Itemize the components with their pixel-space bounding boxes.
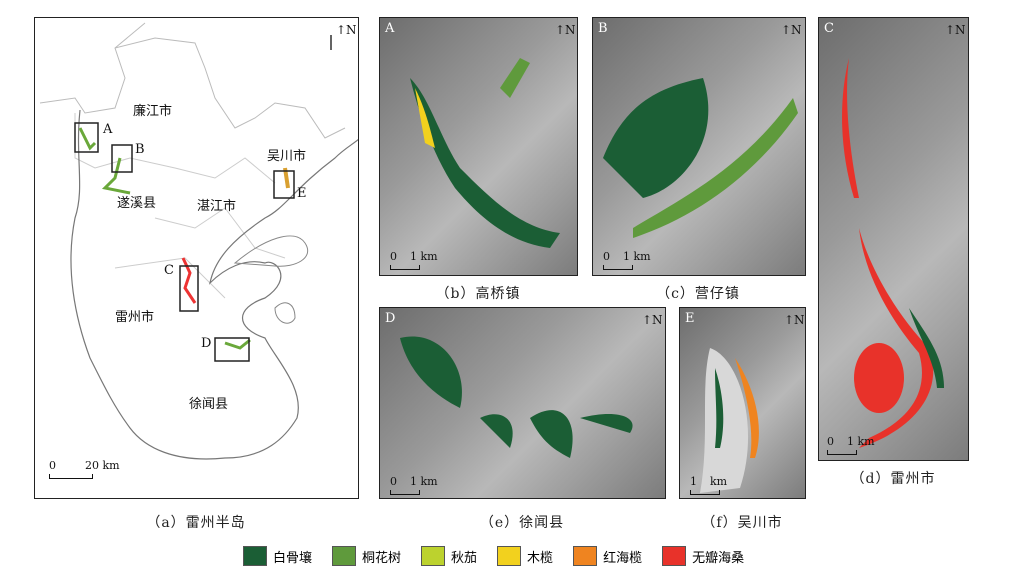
- region-label: 雷州市: [115, 310, 155, 325]
- north-arrow: ↑N: [784, 313, 805, 327]
- legend-swatch: [497, 546, 522, 566]
- scale-bar: 1 km: [690, 475, 727, 495]
- scale-end: 20 km: [85, 459, 120, 472]
- legend-swatch: [243, 546, 267, 566]
- region-label: 吴川市: [267, 149, 307, 164]
- caption-e: （e）徐闻县: [479, 515, 565, 531]
- legend-item: 木榄: [497, 546, 553, 566]
- legend-swatch: [421, 546, 446, 566]
- box-label: A: [103, 122, 113, 137]
- caption-d: （d）雷州市: [850, 471, 936, 487]
- legend-swatch: [332, 546, 357, 566]
- region-label: 遂溪县: [117, 196, 157, 211]
- box-label: C: [164, 263, 174, 278]
- north-arrow: ↑N: [781, 23, 802, 37]
- overview-map: 廉江市 遂溪县 湛江市 吴川市 雷州市 徐闻县 A B C D E ↑N 0 2…: [34, 17, 359, 499]
- region-label: 廉江市: [133, 104, 173, 119]
- scale-bar: 0 20 km: [49, 459, 120, 479]
- box-d: [214, 337, 250, 362]
- caption-c: （c）营仔镇: [656, 286, 740, 302]
- legend-swatch: [573, 546, 598, 566]
- box-e: [273, 170, 295, 199]
- north-arrow: ↑N: [945, 23, 966, 37]
- box-b: [111, 144, 133, 173]
- legend-swatch: [662, 546, 687, 566]
- coastline-boundaries: [39, 22, 358, 460]
- scale-zero: 0: [49, 459, 56, 472]
- legend-item: 白骨壤: [243, 546, 312, 566]
- panel-letter: C: [824, 21, 834, 36]
- north-arrow: ↑N: [336, 23, 357, 37]
- caption-a: （a）雷州半岛: [146, 515, 246, 531]
- box-label: D: [201, 336, 212, 351]
- map-panel-f: E ↑N 1 km: [679, 307, 806, 499]
- box-label: B: [135, 142, 145, 157]
- caption-f: （f）吴川市: [701, 515, 783, 531]
- north-arrow: ↑N: [555, 23, 576, 37]
- region-label: 徐闻县: [189, 397, 229, 412]
- legend-item: 无瓣海桑: [662, 546, 744, 566]
- box-label: E: [297, 186, 307, 201]
- north-arrow: ↑N: [642, 313, 663, 327]
- panel-letter: D: [385, 311, 396, 326]
- box-c: [179, 265, 199, 312]
- legend-item: 红海榄: [573, 546, 642, 566]
- panel-letter: A: [385, 21, 395, 36]
- caption-b: （b）高桥镇: [435, 286, 521, 302]
- legend-item: 秋茄: [421, 546, 477, 566]
- box-a: [74, 122, 99, 153]
- region-label: 湛江市: [197, 199, 237, 214]
- panel-letter: B: [598, 21, 608, 36]
- legend: 白骨壤 桐花树 秋茄 木榄 红海榄 无瓣海桑: [243, 546, 744, 566]
- legend-item: 桐花树: [332, 546, 401, 566]
- panel-letter: E: [685, 311, 695, 326]
